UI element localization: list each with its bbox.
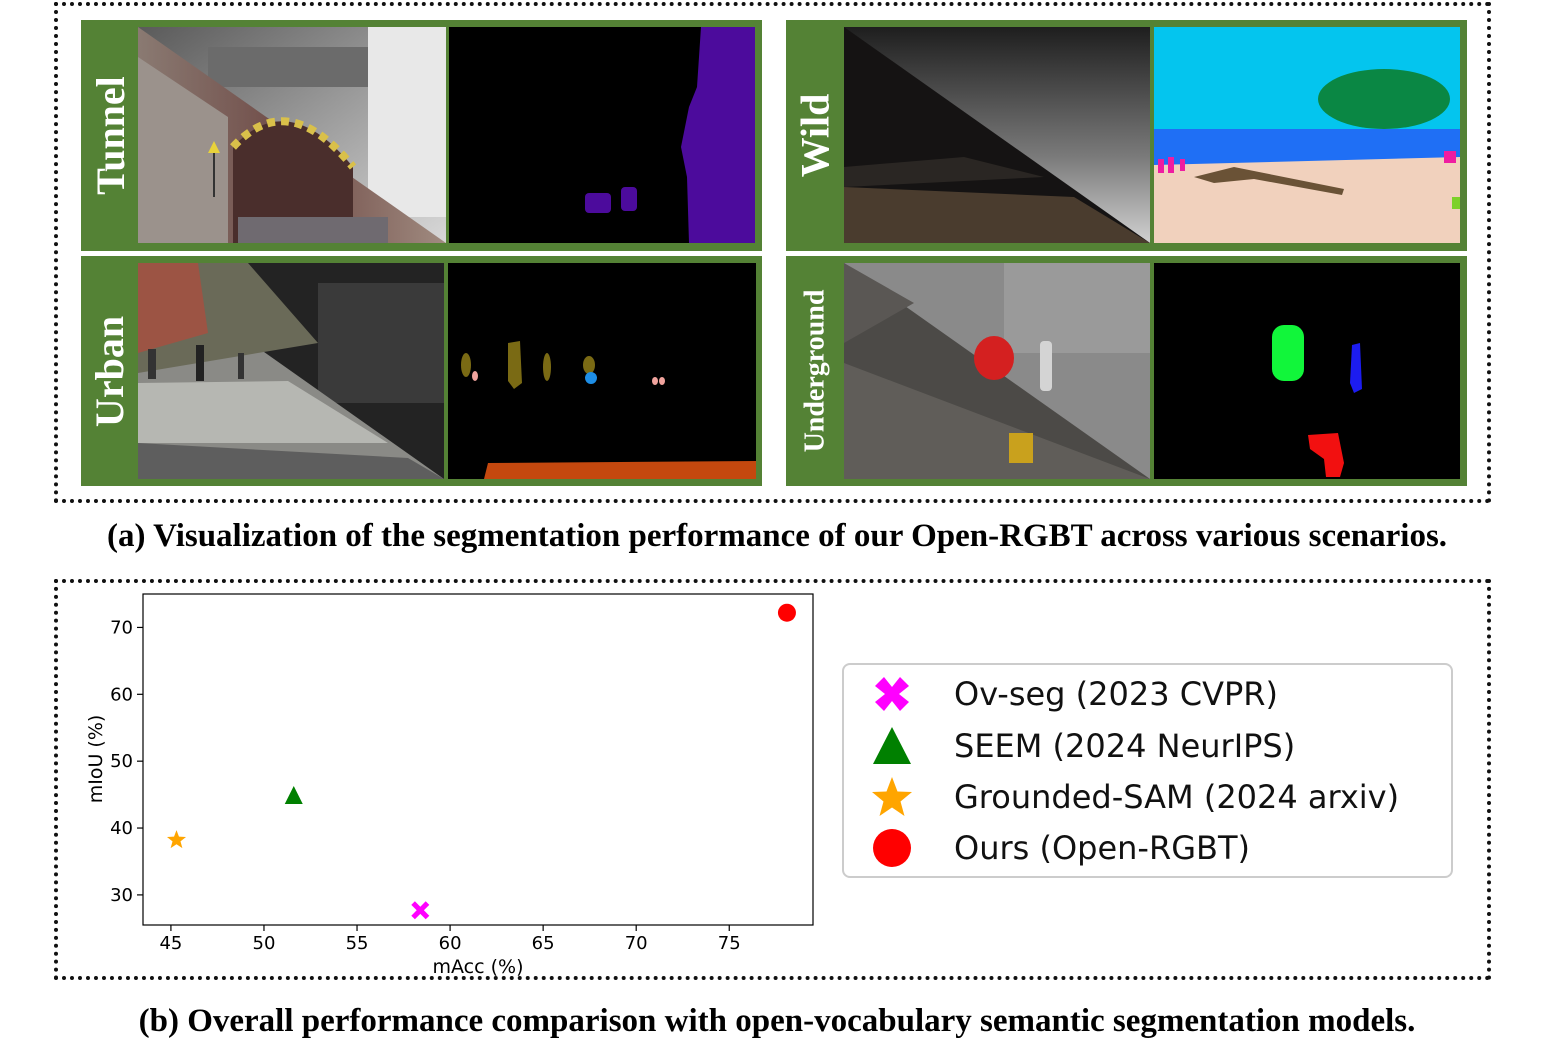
tunnel-segmentation-mask <box>449 27 755 243</box>
data-point-circle <box>777 603 796 622</box>
x-tick-label: 45 <box>159 933 182 954</box>
y-tick-label: 70 <box>110 617 133 638</box>
circle-marker-icon <box>873 829 911 867</box>
legend-label: Grounded-SAM (2024 arxiv) <box>954 778 1400 816</box>
wild-segmentation-mask <box>1154 27 1460 243</box>
figure-a-frame <box>54 2 1491 503</box>
tunnel-rgbt-image <box>138 27 446 243</box>
legend-label: SEEM (2024 NeurIPS) <box>954 727 1296 765</box>
x-tick-label: 70 <box>625 933 648 954</box>
figure-b-frame <box>54 579 1491 980</box>
data-point-x <box>411 901 430 920</box>
x-tick-label: 75 <box>718 933 741 954</box>
data-point-triangle <box>284 785 303 804</box>
panel-wild: Wild <box>786 20 1467 251</box>
underground-rgbt-image <box>844 263 1150 479</box>
x-tick-label: 65 <box>532 933 555 954</box>
urban-rgbt-image <box>138 263 444 479</box>
legend-label: Ov-seg (2023 CVPR) <box>954 675 1278 713</box>
figure-a-caption: (a) Visualization of the segmentation pe… <box>106 518 1448 554</box>
y-tick-label: 60 <box>110 684 133 705</box>
y-axis-label: mIoU (%) <box>85 715 107 804</box>
plot-area <box>142 593 814 926</box>
panel-tunnel: Tunnel <box>81 20 762 251</box>
x-tick-label: 50 <box>253 933 276 954</box>
chart-legend: Ov-seg (2023 CVPR) SEEM (2024 NeurIPS) G… <box>842 663 1453 878</box>
y-tick-label: 30 <box>110 885 133 906</box>
wild-rgbt-image <box>844 27 1150 243</box>
panel-urban: Urban <box>81 256 762 486</box>
legend-label: Ours (Open-RGBT) <box>954 829 1250 867</box>
y-tick-label: 50 <box>110 751 133 772</box>
y-tick-label: 40 <box>110 818 133 839</box>
data-point-star <box>166 830 187 849</box>
x-tick-label: 55 <box>346 933 369 954</box>
triangle-marker-icon <box>873 727 911 764</box>
underground-segmentation-mask <box>1154 263 1460 479</box>
star-marker-icon <box>872 777 912 816</box>
x-tick-label: 60 <box>439 933 462 954</box>
x-axis-label: mAcc (%) <box>433 956 524 978</box>
figure-b-caption: (b) Overall performance comparison with … <box>138 1003 1416 1039</box>
x-marker-icon <box>875 677 909 711</box>
panel-underground: Underground <box>786 256 1467 486</box>
urban-segmentation-mask <box>448 263 756 479</box>
